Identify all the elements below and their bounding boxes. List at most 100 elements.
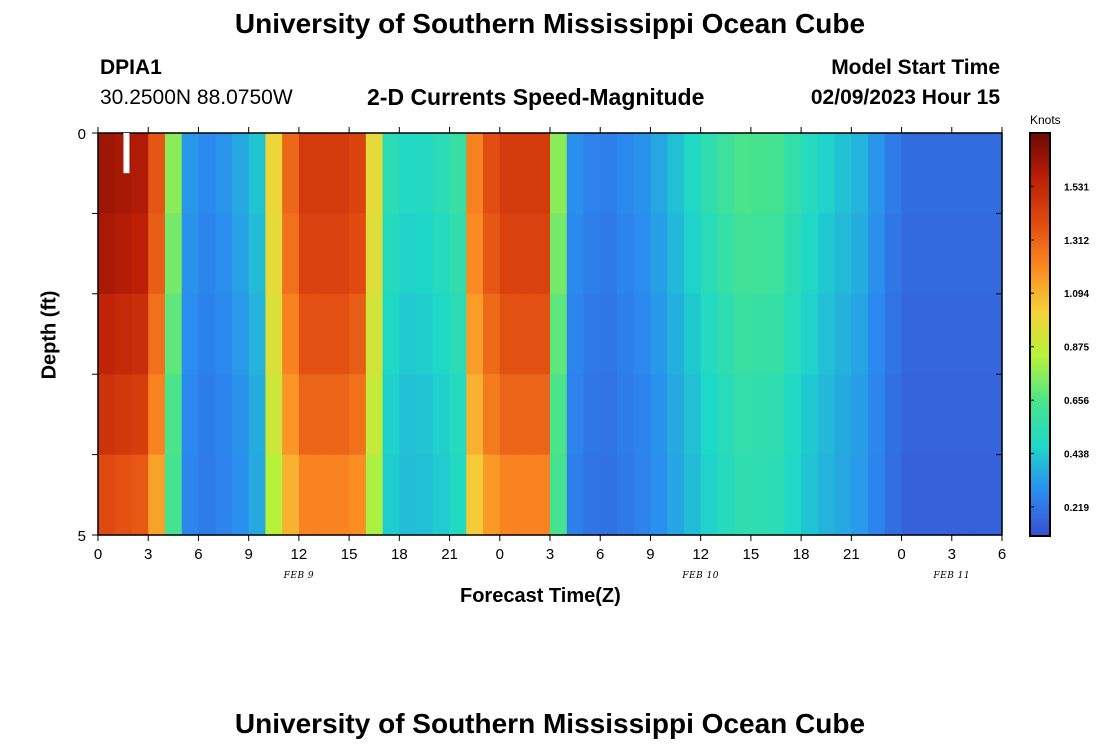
heatmap-cell xyxy=(851,454,869,536)
heatmap-cell xyxy=(968,133,986,214)
heatmap-cell xyxy=(817,213,836,295)
heatmap-cell xyxy=(884,213,903,295)
heatmap-cell xyxy=(198,374,216,456)
heatmap-cell xyxy=(951,133,970,214)
heatmap-cell xyxy=(533,213,551,295)
x-tick-label: 3 xyxy=(948,546,956,563)
heatmap-cell xyxy=(148,293,166,375)
heatmap-cell xyxy=(667,293,685,375)
heatmap-cell xyxy=(901,454,919,536)
heatmap-cell xyxy=(583,293,601,375)
heatmap-cell xyxy=(616,133,635,214)
heatmap-cell xyxy=(851,213,869,295)
heatmap-cell xyxy=(985,293,1003,375)
heatmap-cell xyxy=(98,454,116,536)
heatmap-cell xyxy=(499,133,518,214)
station-id: DPIA1 xyxy=(100,56,162,79)
heatmap-cell xyxy=(583,374,601,456)
heatmap-cell xyxy=(198,454,216,536)
heatmap-cell xyxy=(231,133,250,214)
heatmap-cell xyxy=(550,133,568,214)
date-label: FEB 10 xyxy=(681,571,719,581)
heatmap-cell xyxy=(432,133,451,214)
heatmap-cell xyxy=(767,213,785,295)
x-axis-title: Forecast Time(Z) xyxy=(460,585,621,607)
heatmap-cell xyxy=(164,293,183,375)
heatmap-cell xyxy=(449,133,467,214)
heatmap-cell xyxy=(667,454,685,536)
heatmap-cell xyxy=(215,454,233,536)
heatmap-cell xyxy=(918,133,936,214)
heatmap-cell xyxy=(616,374,635,456)
heatmap-cell xyxy=(148,374,166,456)
heatmap-cell xyxy=(717,213,735,295)
heatmap-cell xyxy=(616,293,635,375)
y-tick-label: 5 xyxy=(78,528,86,545)
heatmap-cell xyxy=(499,454,518,536)
heatmap-cell xyxy=(650,213,668,295)
heatmap-cell xyxy=(164,374,183,456)
heatmap-cell xyxy=(750,133,769,214)
heatmap-cell xyxy=(215,133,233,214)
heatmap-cell xyxy=(399,293,417,375)
heatmap-cell xyxy=(349,293,367,375)
heatmap-cell xyxy=(985,454,1003,536)
heatmap-cell xyxy=(734,133,752,214)
heatmap-cell xyxy=(700,293,719,375)
heatmap-cell xyxy=(583,133,601,214)
heatmap-cell xyxy=(449,374,467,456)
heatmap-cell xyxy=(650,454,668,536)
heatmap-cell xyxy=(784,213,802,295)
heatmap-cell xyxy=(399,213,417,295)
heatmap-cell xyxy=(516,454,534,536)
heatmap-cell xyxy=(550,374,568,456)
heatmap-cell xyxy=(918,374,936,456)
heatmap-cell xyxy=(382,213,400,295)
heatmap-cell xyxy=(365,454,384,536)
heatmap-cell xyxy=(801,454,819,536)
heatmap-cell xyxy=(717,133,735,214)
heatmap-cell xyxy=(801,213,819,295)
heatmap-cell xyxy=(884,133,903,214)
heatmap-cell xyxy=(131,454,149,536)
x-tick-label: 9 xyxy=(244,546,252,563)
heatmap-cell xyxy=(181,454,200,536)
heatmap-cell xyxy=(683,374,702,456)
heatmap-cell xyxy=(550,293,568,375)
heatmap-cell xyxy=(432,213,451,295)
heatmap-cell xyxy=(784,454,802,536)
heatmap-cell xyxy=(114,374,133,456)
heatmap-cell xyxy=(365,213,384,295)
heatmap-cell xyxy=(499,293,518,375)
x-tick-label: 21 xyxy=(441,546,458,563)
heatmap-cell xyxy=(918,454,936,536)
heatmap-cell xyxy=(968,293,986,375)
heatmap-cell xyxy=(248,293,267,375)
heatmap-cell xyxy=(683,293,702,375)
heatmap-cell xyxy=(801,374,819,456)
heatmap-cell xyxy=(466,133,484,214)
colorbar-tick-label: 0.656 xyxy=(1064,396,1089,407)
heatmap-cell xyxy=(834,133,852,214)
heatmap-cell xyxy=(633,454,652,536)
heatmap-cell xyxy=(265,133,283,214)
heatmap-cell xyxy=(198,293,216,375)
heatmap-cell xyxy=(432,454,451,536)
heatmap-cell xyxy=(633,374,652,456)
heatmap-cell xyxy=(817,454,836,536)
heatmap-cell xyxy=(985,213,1003,295)
heatmap-cell xyxy=(784,374,802,456)
page-title: University of Southern Mississippi Ocean… xyxy=(234,8,866,39)
heatmap-cell xyxy=(834,293,852,375)
heatmap-cell xyxy=(298,293,317,375)
heatmap-cell xyxy=(332,213,350,295)
heatmap-cell xyxy=(248,213,267,295)
heatmap-cell xyxy=(282,374,300,456)
heatmap-cell xyxy=(466,213,484,295)
heatmap-cell xyxy=(148,133,166,214)
heatmap-cells xyxy=(98,133,1003,536)
heatmap-cell xyxy=(801,293,819,375)
heatmap-cell xyxy=(750,293,769,375)
heatmap-cell xyxy=(114,454,133,536)
heatmap-cell xyxy=(734,374,752,456)
